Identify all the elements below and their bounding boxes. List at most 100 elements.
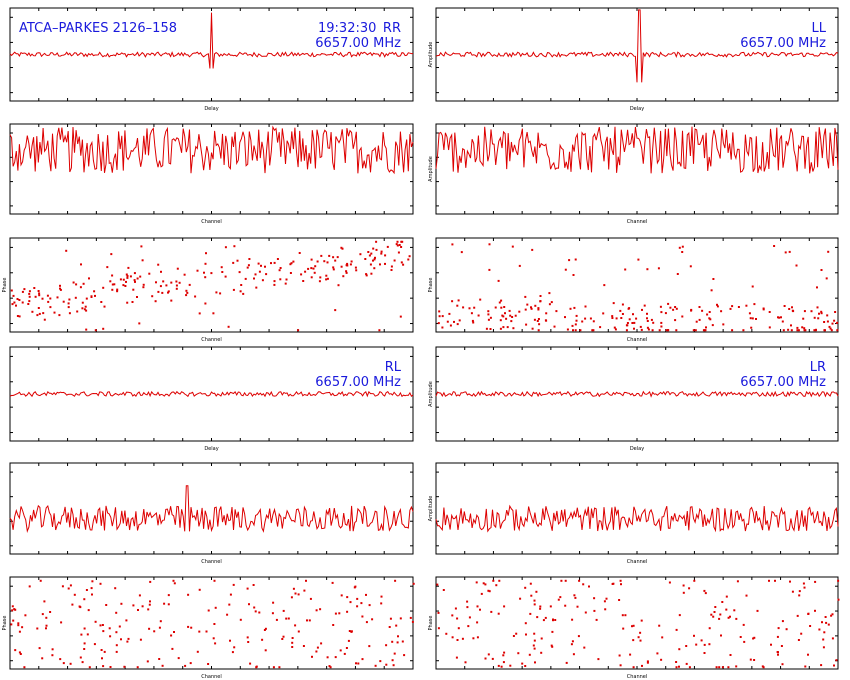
phase-point — [719, 613, 722, 616]
phase-point — [34, 295, 37, 298]
phase-point — [19, 653, 22, 655]
phase-point — [122, 284, 125, 287]
phase-point — [183, 273, 186, 276]
phase-point — [632, 666, 635, 669]
phase-point — [449, 324, 452, 327]
phase-point — [675, 307, 678, 310]
phase-point — [476, 636, 479, 639]
phase-point — [203, 271, 205, 274]
phase-point — [65, 249, 68, 252]
phase-point — [115, 631, 118, 634]
phase-point — [548, 292, 551, 295]
phase-point — [506, 326, 509, 329]
phase-point — [613, 326, 616, 329]
phase-point — [23, 666, 26, 669]
phase-point — [539, 300, 542, 303]
RL-phase-plot: Channel Phase — [2, 576, 415, 680]
phase-point — [365, 593, 367, 596]
phase-point — [809, 625, 812, 627]
phase-point — [713, 611, 716, 613]
phase-point — [836, 321, 839, 324]
phase-point — [498, 301, 501, 304]
phase-point — [651, 329, 654, 332]
phase-point — [239, 290, 242, 293]
phase-point — [490, 610, 493, 613]
phase-point — [690, 309, 693, 312]
phase-point — [725, 595, 728, 598]
phase-point — [340, 594, 343, 597]
phase-point — [568, 259, 571, 262]
phase-point — [533, 639, 536, 642]
phase-point — [396, 240, 399, 243]
phase-point — [45, 616, 48, 619]
phase-point — [38, 647, 41, 650]
phase-point — [539, 607, 542, 610]
phase-point — [531, 248, 534, 251]
phase-point — [204, 276, 207, 279]
phase-point — [297, 593, 300, 596]
phase-point — [261, 279, 264, 282]
phase-point — [275, 618, 278, 621]
phase-point — [462, 306, 465, 309]
phase-point — [544, 319, 547, 322]
phase-point — [219, 292, 222, 295]
phase-point — [688, 587, 691, 590]
phase-point — [537, 307, 540, 310]
phase-point — [725, 608, 728, 611]
phase-point — [297, 329, 300, 332]
phase-point — [538, 323, 541, 326]
phase-point — [114, 587, 117, 590]
phase-point — [829, 327, 832, 330]
phase-point — [537, 329, 540, 332]
phase-point — [91, 580, 94, 583]
phase-point — [626, 322, 629, 324]
phase-point — [212, 637, 215, 640]
phase-point — [161, 291, 164, 294]
phase-point — [804, 665, 807, 668]
phase-point — [127, 266, 130, 269]
phase-point — [681, 251, 684, 253]
phase-point — [629, 653, 632, 656]
phase-point — [41, 657, 44, 660]
phase-point — [310, 258, 313, 261]
phase-point — [627, 307, 630, 310]
phase-point — [791, 590, 794, 593]
phase-point — [109, 666, 112, 668]
phase-point — [80, 633, 83, 636]
phase-point — [751, 285, 754, 288]
phase-point — [511, 316, 514, 318]
phase-point — [294, 624, 297, 627]
phase-point — [142, 283, 145, 286]
phase-point — [564, 604, 567, 607]
phase-point — [76, 310, 79, 313]
phase-point — [226, 613, 229, 616]
phase-point — [736, 580, 739, 583]
phase-point — [58, 314, 61, 317]
phase-point — [279, 278, 282, 281]
phase-point — [487, 653, 490, 656]
phase-point — [79, 656, 82, 659]
phase-point — [822, 646, 825, 649]
phase-point — [11, 605, 14, 608]
phase-point — [639, 639, 642, 642]
x-axis-label: Channel — [201, 337, 222, 343]
phase-point — [291, 637, 294, 639]
phase-point — [69, 662, 72, 665]
phase-point — [533, 632, 536, 635]
phase-point — [801, 326, 804, 329]
phase-point — [120, 638, 122, 641]
phase-point — [660, 325, 663, 328]
phase-point — [803, 327, 806, 330]
phase-point — [807, 613, 810, 615]
phase-point — [36, 627, 39, 630]
phase-point — [698, 306, 701, 308]
phase-point — [466, 600, 469, 603]
plot-frame — [9, 237, 414, 333]
phase-point — [488, 243, 491, 246]
phase-point — [549, 605, 552, 608]
phase-point — [229, 639, 231, 642]
phase-point — [688, 666, 691, 669]
phase-point — [307, 267, 310, 270]
phase-point — [290, 262, 293, 265]
phase-point — [260, 264, 262, 267]
